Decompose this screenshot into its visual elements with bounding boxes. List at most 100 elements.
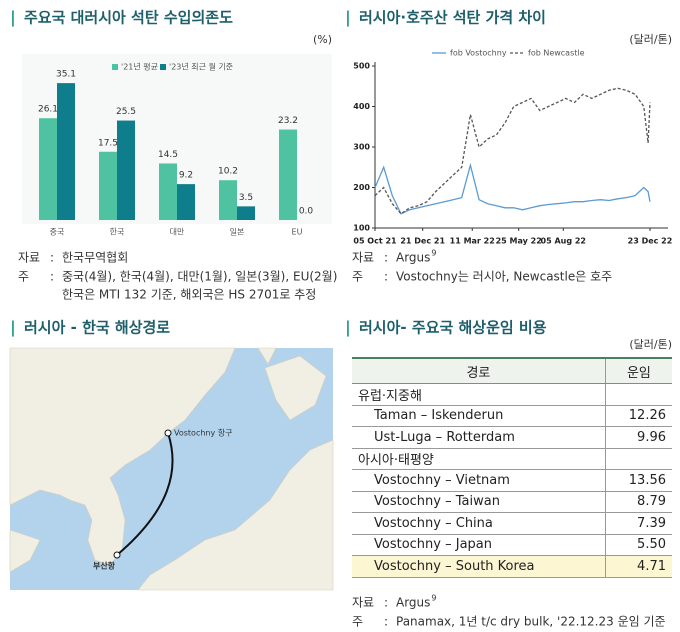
x-tick-label: 11 Mar 22 [450,237,495,246]
unit: (달러/톤) [629,338,672,351]
colon: : [50,251,54,265]
title-marker: | [10,8,16,28]
group-name: 아시아·태평양 [352,448,606,470]
table-row: Ust-Luga – Rotterdam 9.96 [352,426,672,449]
colon: : [384,270,388,284]
bar [117,120,135,220]
legend-swatch [160,64,166,70]
table-row: Vostochny – China 7.39 [352,512,672,535]
port [113,551,121,559]
value-label: 0.0 [299,207,314,217]
cost: 8.79 [604,491,672,513]
route [116,432,174,556]
header-row: 경로 운임 [352,357,672,384]
x-tick-label: 중국 [50,228,65,237]
legend-label: fob Vostochny [450,49,507,58]
land [264,355,327,421]
land [9,529,41,573]
empty-cell [604,383,672,406]
legend-swatch [112,64,118,70]
title-marker: | [345,318,351,338]
x-tick-label: 25 May 22 [496,237,542,246]
value-label: 35.1 [56,70,76,80]
land [257,347,277,365]
group-row: 유럽·지중해 [352,383,672,406]
land [137,439,334,591]
value-label: 9.2 [179,171,193,181]
route: Vostochny – Vietnam [352,469,606,492]
panel-title: 러시아- 주요국 해상운임 비용 [359,319,547,337]
legend-label: fob Newcastle [528,49,585,58]
bar [57,83,75,220]
bar [237,206,255,220]
y-tick-label: 200 [353,183,370,192]
series-line [374,162,651,215]
route: Vostochny – Taiwan [352,491,606,513]
group-row: 아시아·태평양 [352,448,672,470]
header-cell: 운임 [604,357,672,384]
source-label: 자료 [352,596,374,610]
value-label: 26.1 [38,105,58,115]
source-text: 한국무역협회 [62,251,128,265]
note-line: 한국은 MTI 132 기준, 해외국은 HS 2701로 추정 [62,288,316,302]
x-tick-label: 05 Aug 22 [541,237,586,246]
source-text: Argus [396,251,430,265]
x-tick-label: 대만 [170,228,185,237]
colon: : [50,270,54,284]
legend-label: '23년 최근 월 기준 [169,62,233,72]
route: Vostochny – South Korea [352,555,606,578]
route: Vostochny – Japan [352,534,606,556]
source-label: 자료 [352,251,374,265]
route: Vostochny – China [352,512,606,535]
route: Taman – Iskenderun [352,405,606,427]
value-label: 23.2 [278,116,298,126]
note-label: 주 [352,615,363,629]
port-label: 부산항 [93,561,116,571]
title-marker: | [10,318,16,338]
header-cell: 경로 [352,357,606,384]
y-tick-label: 100 [353,224,370,233]
bar [39,118,57,220]
bar [279,129,297,220]
cost: 9.96 [604,426,672,449]
table-row: Vostochny – Vietnam 13.56 [352,469,672,492]
y-tick-label: 300 [353,143,370,152]
y-tick-label: 500 [353,62,370,71]
x-tick-label: EU [292,228,303,237]
port [164,429,172,437]
group-name: 유럽·지중해 [352,383,606,406]
cost: 13.56 [604,469,672,492]
value-label: 3.5 [239,193,253,203]
note-label: 주 [352,270,363,284]
x-tick-label: 일본 [230,228,245,237]
note-label: 주 [18,270,29,284]
source-label: 자료 [18,251,40,265]
x-tick-label: 한국 [110,228,125,237]
note-line: 중국(4월), 한국(4월), 대만(1월), 일본(3월), EU(2월) [62,270,337,284]
panel-title: 러시아·호주산 석탄 가격 차이 [359,9,546,27]
y-tick-label: 400 [353,102,370,111]
route: Ust-Luga – Rotterdam [352,426,606,449]
panel-title: 주요국 대러시아 석탄 수입의존도 [24,9,233,27]
source-sup: 9 [431,594,436,603]
bar [219,180,237,220]
table-row: Vostochny – Japan 5.50 [352,534,672,556]
panel-title: 러시아 - 한국 해상경로 [24,319,170,337]
freight-table: 경로 운임 유럽·지중해 Taman – Iskenderun 12.26 Ust-Lug… [352,357,672,578]
x-tick-label: 21 Dec 21 [400,237,445,246]
value-label: 14.5 [158,150,178,160]
colon: : [384,596,388,610]
title-marker: | [345,8,351,28]
bar [177,184,195,220]
note-line: Panamax, 1년 t/c dry bulk, '22.12.23 운임 기… [396,615,666,629]
value-label: 25.5 [116,107,136,117]
value-label: 10.2 [218,167,238,177]
value-label: 17.5 [98,138,118,148]
colon: : [384,251,388,265]
cost: 5.50 [604,534,672,556]
bar [159,163,177,220]
colon: : [384,615,388,629]
cost: 12.26 [604,405,672,427]
source-text: Argus [396,596,430,610]
port-label: Vostochny 항구 [174,429,232,438]
